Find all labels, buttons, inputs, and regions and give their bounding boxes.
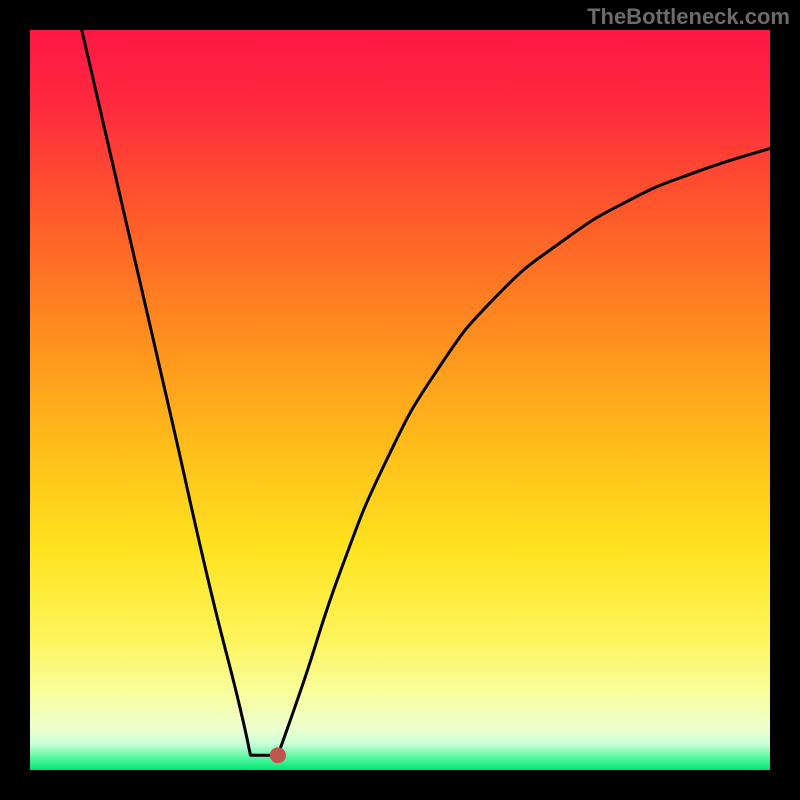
watermark-text: TheBottleneck.com xyxy=(587,4,790,30)
bottleneck-curve-path xyxy=(82,30,770,755)
chart-curve-layer xyxy=(30,30,770,770)
chart-plot-area xyxy=(30,30,770,770)
chart-outer-frame: TheBottleneck.com xyxy=(0,0,800,800)
optimum-marker xyxy=(270,747,286,763)
